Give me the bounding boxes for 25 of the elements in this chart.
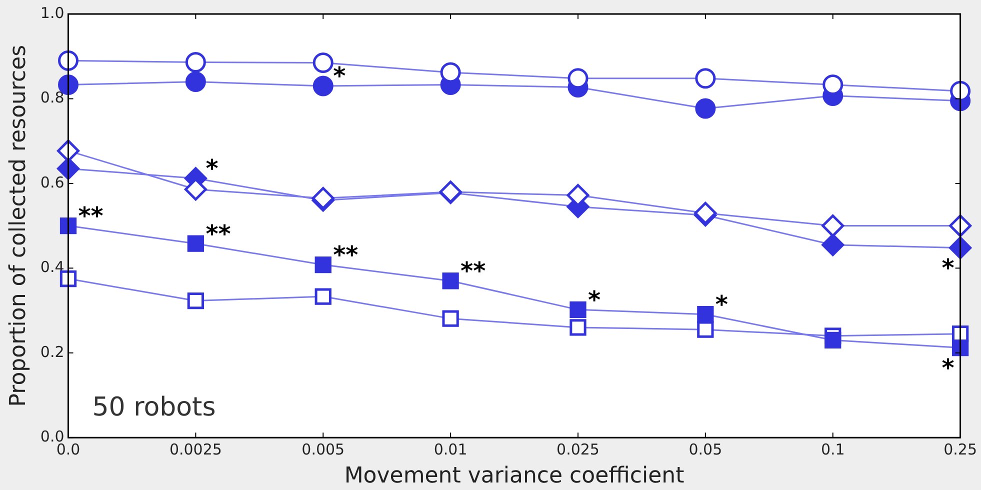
y-tick-label: 1.0 xyxy=(40,4,64,22)
y-tick-label: 0.6 xyxy=(40,173,64,192)
x-tick-label: 0.1 xyxy=(820,440,845,458)
annotation: ** xyxy=(333,241,359,270)
annotation: * xyxy=(715,290,728,319)
annotation: 50 robots xyxy=(92,392,216,423)
x-tick-label: 0.25 xyxy=(944,440,978,458)
x-tick-label: 0.0025 xyxy=(169,440,222,458)
x-tick-label: 0.05 xyxy=(688,440,722,458)
y-tick-label: 0.2 xyxy=(40,342,64,361)
annotation: * xyxy=(206,154,219,183)
annotation: * xyxy=(588,286,601,314)
annotation: * xyxy=(333,62,346,90)
y-axis-title: Proportion of collected resources xyxy=(6,44,31,407)
annotation: ** xyxy=(206,220,232,248)
y-tick-label: 0.4 xyxy=(40,258,64,276)
y-tick-label: 0.8 xyxy=(40,88,64,107)
x-tick-label: 0.005 xyxy=(302,440,345,458)
annotation: * xyxy=(942,354,955,382)
annotation: ** xyxy=(460,257,486,286)
x-axis-title: Movement variance coefficient xyxy=(344,464,685,489)
x-tick-label: 0.025 xyxy=(556,440,600,458)
x-tick-label: 0.01 xyxy=(434,440,468,458)
annotation: ** xyxy=(78,202,104,230)
annotation: * xyxy=(942,254,955,282)
